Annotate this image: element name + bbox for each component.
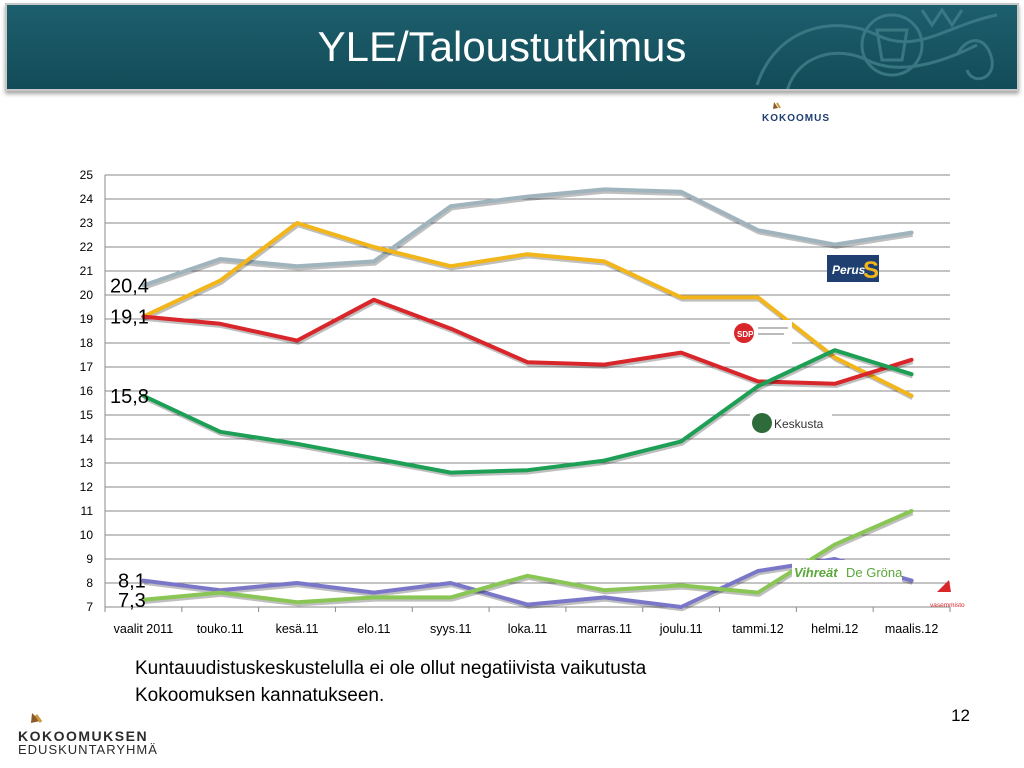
series-line-sdp <box>141 297 914 386</box>
y-tick-label: 7 <box>86 600 93 614</box>
x-tick-label: helmi.12 <box>811 622 858 636</box>
series-line-vihr <box>141 509 914 605</box>
footer-brand-line1: KOKOOMUKSEN <box>18 728 149 744</box>
y-tick-label: 19 <box>80 312 94 326</box>
slide-title: YLE/Taloustutkimus <box>317 23 687 70</box>
perus-s-icon: S <box>863 257 879 284</box>
x-tick-label: touko.11 <box>197 622 244 636</box>
y-tick-label: 22 <box>80 240 94 254</box>
kokoomus-torch-logo-icon <box>773 102 781 109</box>
y-tick-label: 13 <box>80 456 94 470</box>
series-line-shadow-vas <box>144 558 914 612</box>
x-tick-label: joulu.11 <box>659 622 703 636</box>
series-line-shadow-sdp <box>144 299 914 389</box>
keskusta-logo-text: Keskusta <box>774 417 824 431</box>
x-tick-label: maalis.12 <box>885 622 939 636</box>
vihreat-logo-text-b: De Gröna <box>846 565 903 580</box>
keskusta-clover-icon <box>752 413 772 433</box>
vihreat-logo-text: Vihreät <box>794 565 838 580</box>
footer-torch-logo-icon <box>31 713 43 723</box>
page-number: 12 <box>951 706 970 725</box>
y-tick-label: 10 <box>80 528 94 542</box>
x-tick-label: vaalit 2011 <box>114 622 174 636</box>
series-line-ps <box>141 221 914 398</box>
start-value-label: 8,1 <box>118 571 146 593</box>
y-tick-label: 21 <box>80 264 94 278</box>
line-chart: 7 8 9 10 11 12 13 14 15 16 17 18 19 20 21 22 23 24 25 vaali… <box>80 168 965 636</box>
y-tick-label: 16 <box>80 384 94 398</box>
sdp-rose-icon <box>734 323 754 343</box>
y-tick-label: 14 <box>80 432 94 446</box>
y-tick-label: 24 <box>80 192 94 206</box>
x-tick-label: tammi.12 <box>732 622 783 636</box>
y-tick-label: 23 <box>80 216 94 230</box>
y-tick-label: 15 <box>80 408 94 422</box>
series-line-kok <box>141 187 914 288</box>
x-tick-label: loka.11 <box>508 622 547 636</box>
perus-logo-icon <box>827 255 879 282</box>
y-tick-label: 20 <box>80 288 94 302</box>
y-tick-label: 18 <box>80 336 94 350</box>
title-bar: YLE/Taloustutkimus <box>5 3 1019 91</box>
y-tick-label: 8 <box>86 576 93 590</box>
perus-logo-text: Perus <box>832 263 866 277</box>
caption-line-2: Kokoomuksen kannatukseen. <box>135 685 385 706</box>
start-value-label: 19,1 <box>110 307 149 329</box>
x-tick-label: syys.11 <box>430 622 471 636</box>
sdp-logo-text: SDP <box>737 330 754 339</box>
start-value-label: 20,4 <box>110 275 149 297</box>
vasemmisto-logo-icon <box>937 580 951 592</box>
brand-top-text: KOKOOMUS <box>762 113 830 124</box>
caption-line-1: Kuntauudistuskeskustelulla ei ole ollut … <box>135 658 647 679</box>
start-value-label: 15,8 <box>110 386 149 408</box>
y-tick-label: 12 <box>80 480 94 494</box>
start-value-label: 7,3 <box>118 590 146 612</box>
x-tick-label: elo.11 <box>357 622 390 636</box>
x-tick-label: marras.11 <box>577 622 632 636</box>
series-line-vas <box>141 557 914 609</box>
vihreat-logo-bg <box>792 560 902 582</box>
x-tick-label: kesä.11 <box>276 622 319 636</box>
footer-brand-line2: EDUSKUNTARYHMÄ <box>18 742 158 757</box>
slide-caption: Kuntauudistuskeskustelulla ei ole ollut … <box>135 655 835 709</box>
vasemmisto-logo-text: vasemmisto <box>930 602 965 609</box>
series-line-kesk <box>141 348 914 475</box>
y-tick-label: 25 <box>80 168 94 182</box>
y-tick-label: 9 <box>86 552 93 566</box>
lion-crest-watermark-icon <box>755 7 998 89</box>
y-tick-label: 17 <box>80 360 94 374</box>
y-tick-label: 11 <box>81 504 94 518</box>
